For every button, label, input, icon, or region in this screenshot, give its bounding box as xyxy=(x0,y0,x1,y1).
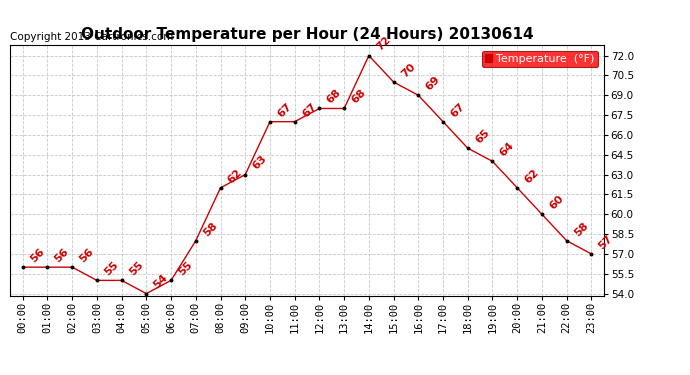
Text: 69: 69 xyxy=(424,74,442,93)
Text: 65: 65 xyxy=(473,128,491,146)
Text: 62: 62 xyxy=(226,167,244,185)
Point xyxy=(190,238,201,244)
Text: 58: 58 xyxy=(572,220,590,238)
Point xyxy=(364,53,375,58)
Text: 67: 67 xyxy=(300,101,318,119)
Point xyxy=(413,92,424,98)
Text: 57: 57 xyxy=(597,233,615,251)
Text: 56: 56 xyxy=(78,246,96,264)
Text: 55: 55 xyxy=(127,260,145,278)
Text: 72: 72 xyxy=(375,35,393,53)
Text: 58: 58 xyxy=(201,220,219,238)
Point xyxy=(339,105,350,111)
Point xyxy=(586,251,597,257)
Point xyxy=(314,105,325,111)
Point xyxy=(437,119,448,125)
Point xyxy=(17,264,28,270)
Text: 68: 68 xyxy=(325,88,343,106)
Text: 64: 64 xyxy=(498,140,516,159)
Point xyxy=(561,238,572,244)
Point xyxy=(512,185,523,191)
Text: 54: 54 xyxy=(152,273,170,291)
Text: 55: 55 xyxy=(177,260,195,278)
Point xyxy=(42,264,53,270)
Text: 67: 67 xyxy=(448,101,466,119)
Text: 70: 70 xyxy=(399,61,417,79)
Legend: Temperature  (°F): Temperature (°F) xyxy=(482,51,598,68)
Point xyxy=(289,119,300,125)
Point xyxy=(215,185,226,191)
Text: 60: 60 xyxy=(547,194,566,211)
Point xyxy=(67,264,78,270)
Point xyxy=(264,119,275,125)
Point xyxy=(166,278,177,284)
Point xyxy=(536,211,547,217)
Point xyxy=(462,145,473,151)
Text: 56: 56 xyxy=(53,246,71,264)
Title: Outdoor Temperature per Hour (24 Hours) 20130614: Outdoor Temperature per Hour (24 Hours) … xyxy=(81,27,533,42)
Point xyxy=(239,172,250,178)
Text: 68: 68 xyxy=(350,88,368,106)
Point xyxy=(91,278,102,284)
Point xyxy=(388,79,399,85)
Text: Copyright 2013 Cartronics.com: Copyright 2013 Cartronics.com xyxy=(10,33,173,42)
Text: 56: 56 xyxy=(28,246,46,264)
Text: 62: 62 xyxy=(523,167,541,185)
Text: 63: 63 xyxy=(250,154,269,172)
Point xyxy=(487,158,498,164)
Text: 67: 67 xyxy=(275,101,294,119)
Text: 55: 55 xyxy=(102,260,120,278)
Point xyxy=(116,278,127,284)
Point xyxy=(141,291,152,297)
